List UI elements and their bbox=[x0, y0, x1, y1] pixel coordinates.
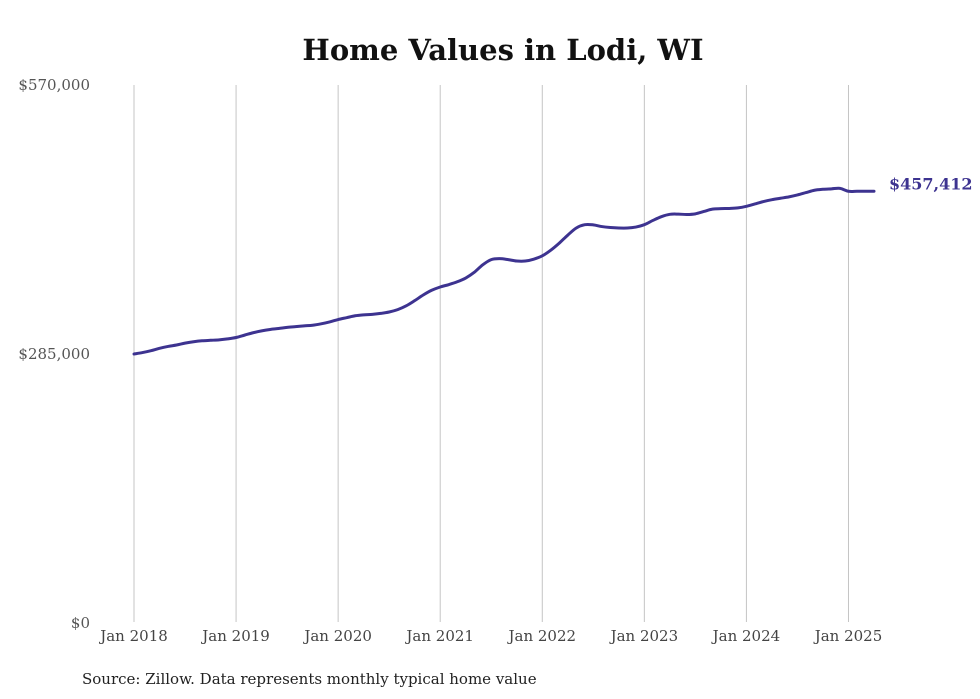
x-tick-label: Jan 2025 bbox=[813, 627, 883, 645]
x-tick-label: Jan 2021 bbox=[404, 627, 474, 645]
x-tick-label: Jan 2018 bbox=[98, 627, 168, 645]
y-tick-label: $285,000 bbox=[18, 345, 90, 363]
x-axis-ticks: Jan 2018 Jan 2019 Jan 2020 Jan 2021 Jan 2022… bbox=[98, 627, 882, 645]
x-tick-label: Jan 2022 bbox=[506, 627, 576, 645]
x-tick-label: Jan 2023 bbox=[609, 627, 679, 645]
source-note: Source: Zillow. Data represents monthly … bbox=[82, 670, 537, 688]
vertical-gridlines bbox=[133, 85, 849, 622]
y-tick-label: $0 bbox=[71, 614, 90, 632]
home-value-line bbox=[132, 186, 876, 356]
x-tick-label: Jan 2020 bbox=[302, 627, 372, 645]
y-axis-ticks: $570,000 $285,000 $0 bbox=[18, 76, 90, 632]
x-tick-label: Jan 2019 bbox=[200, 627, 270, 645]
latest-value-label: $457,412 bbox=[889, 174, 973, 193]
x-tick-label: Jan 2024 bbox=[711, 627, 781, 645]
y-tick-label: $570,000 bbox=[18, 76, 90, 94]
chart-title: Home Values in Lodi, WI bbox=[302, 33, 703, 67]
